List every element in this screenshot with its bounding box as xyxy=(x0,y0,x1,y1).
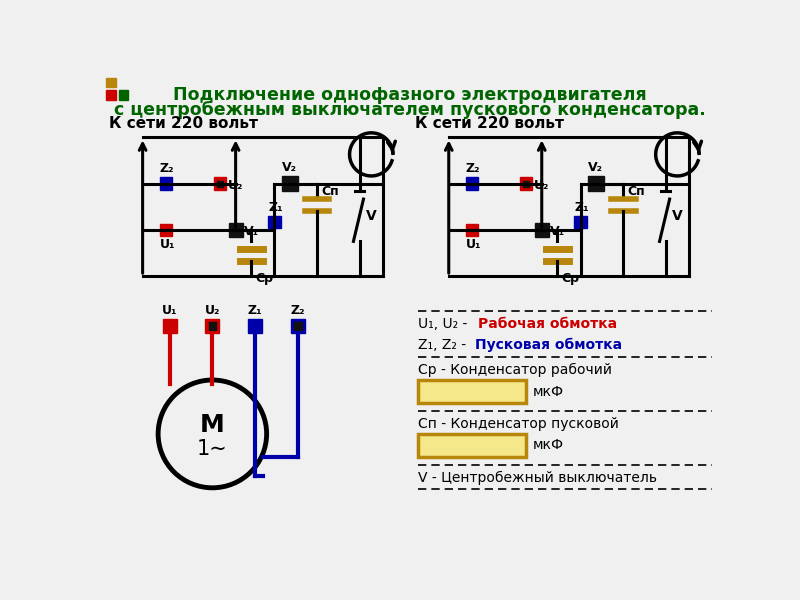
Bar xyxy=(520,178,533,190)
Bar xyxy=(574,216,586,229)
Text: К сети 220 вольт: К сети 220 вольт xyxy=(110,116,258,131)
Text: мкФ: мкФ xyxy=(533,439,563,452)
Bar xyxy=(209,322,216,330)
Text: U₂: U₂ xyxy=(534,179,550,192)
Text: Ср: Ср xyxy=(561,272,579,285)
Bar xyxy=(290,319,305,333)
Text: Сп - Конденсатор пусковой: Сп - Конденсатор пусковой xyxy=(418,417,618,431)
Bar xyxy=(418,434,526,457)
Bar xyxy=(466,224,478,236)
Bar xyxy=(534,223,549,237)
Bar xyxy=(282,176,298,191)
Text: U₁: U₁ xyxy=(160,238,175,251)
Text: с центробежным выключателем пускового конденсатора.: с центробежным выключателем пускового ко… xyxy=(114,101,706,119)
Text: Z₁: Z₁ xyxy=(574,200,589,214)
Bar xyxy=(523,181,530,187)
Bar xyxy=(217,181,223,187)
Text: V: V xyxy=(672,209,682,223)
Text: Ср - Конденсатор рабочий: Ср - Конденсатор рабочий xyxy=(418,363,612,377)
Text: Z₁: Z₁ xyxy=(248,304,262,317)
Text: Z₁: Z₁ xyxy=(268,200,283,214)
Text: U₂: U₂ xyxy=(205,304,220,317)
Text: Z₂: Z₂ xyxy=(160,162,174,175)
Bar xyxy=(106,91,115,100)
Text: Z₂: Z₂ xyxy=(290,304,305,317)
Text: U₁: U₁ xyxy=(162,304,178,317)
Text: Z₁, Z₂ -: Z₁, Z₂ - xyxy=(418,338,470,352)
Bar xyxy=(418,380,526,403)
Text: V₂: V₂ xyxy=(282,161,297,173)
Text: V₂: V₂ xyxy=(588,161,603,173)
Bar xyxy=(160,224,172,236)
Text: Ср: Ср xyxy=(255,272,273,285)
Text: V: V xyxy=(366,209,377,223)
Text: U₁: U₁ xyxy=(466,238,482,251)
Bar xyxy=(106,78,115,88)
Text: К сети 220 вольт: К сети 220 вольт xyxy=(415,116,565,131)
Text: мкФ: мкФ xyxy=(533,385,563,398)
Text: Z₂: Z₂ xyxy=(466,162,480,175)
Bar xyxy=(294,322,302,330)
Bar xyxy=(162,319,177,333)
Bar xyxy=(466,178,478,190)
Bar xyxy=(206,319,219,333)
Bar xyxy=(268,216,281,229)
Text: М: М xyxy=(200,413,225,437)
Bar xyxy=(248,319,262,333)
Bar xyxy=(588,176,604,191)
Bar xyxy=(118,91,128,100)
Text: V - Центробежный выключатель: V - Центробежный выключатель xyxy=(418,471,657,485)
Text: Пусковая обмотка: Пусковая обмотка xyxy=(475,338,622,352)
Text: Подключение однофазного электродвигателя: Подключение однофазного электродвигателя xyxy=(173,86,647,104)
Bar xyxy=(229,223,242,237)
Text: V₁: V₁ xyxy=(244,225,259,238)
Text: U₁, U₂ -: U₁, U₂ - xyxy=(418,317,471,331)
Text: V₁: V₁ xyxy=(550,225,566,238)
Text: Сп: Сп xyxy=(321,185,338,197)
Text: Сп: Сп xyxy=(627,185,645,197)
Text: U₂: U₂ xyxy=(228,179,243,192)
Text: 1∼: 1∼ xyxy=(197,439,228,460)
Bar xyxy=(160,178,172,190)
Bar xyxy=(214,178,226,190)
Text: Рабочая обмотка: Рабочая обмотка xyxy=(478,317,618,331)
